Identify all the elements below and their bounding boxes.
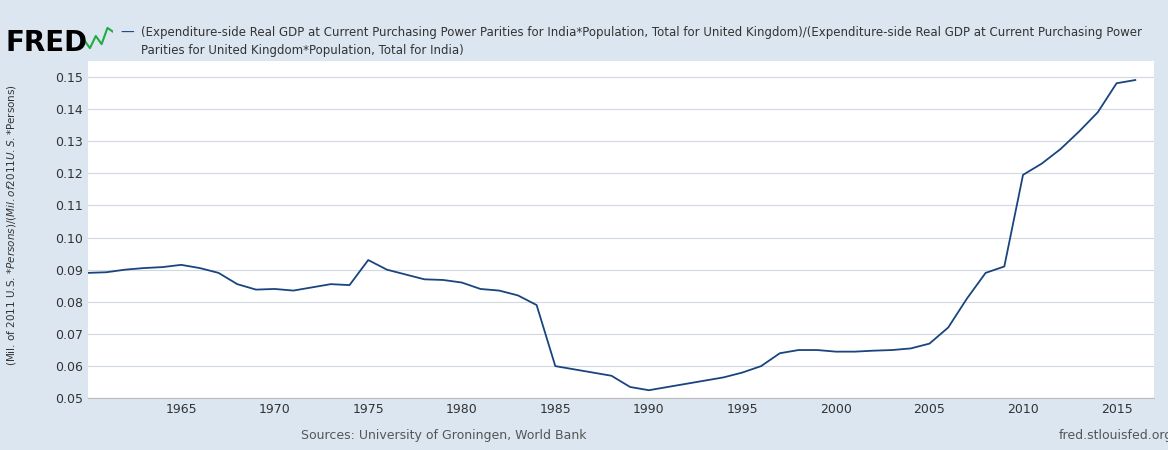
- Text: Sources: University of Groningen, World Bank: Sources: University of Groningen, World …: [301, 429, 586, 442]
- Text: fred.stlouisfed.org: fred.stlouisfed.org: [1058, 429, 1168, 442]
- Text: (Mil. of 2011 U.S. $*Persons)/(Mil. of 2011 U.S. $*Persons): (Mil. of 2011 U.S. $*Persons)/(Mil. of 2…: [5, 84, 19, 366]
- Text: FRED: FRED: [6, 29, 88, 57]
- Text: (Expenditure-side Real GDP at Current Purchasing Power Parities for India*Popula: (Expenditure-side Real GDP at Current Pu…: [141, 26, 1142, 39]
- Text: —: —: [120, 25, 134, 40]
- Text: Parities for United Kingdom*Population, Total for India): Parities for United Kingdom*Population, …: [141, 44, 464, 57]
